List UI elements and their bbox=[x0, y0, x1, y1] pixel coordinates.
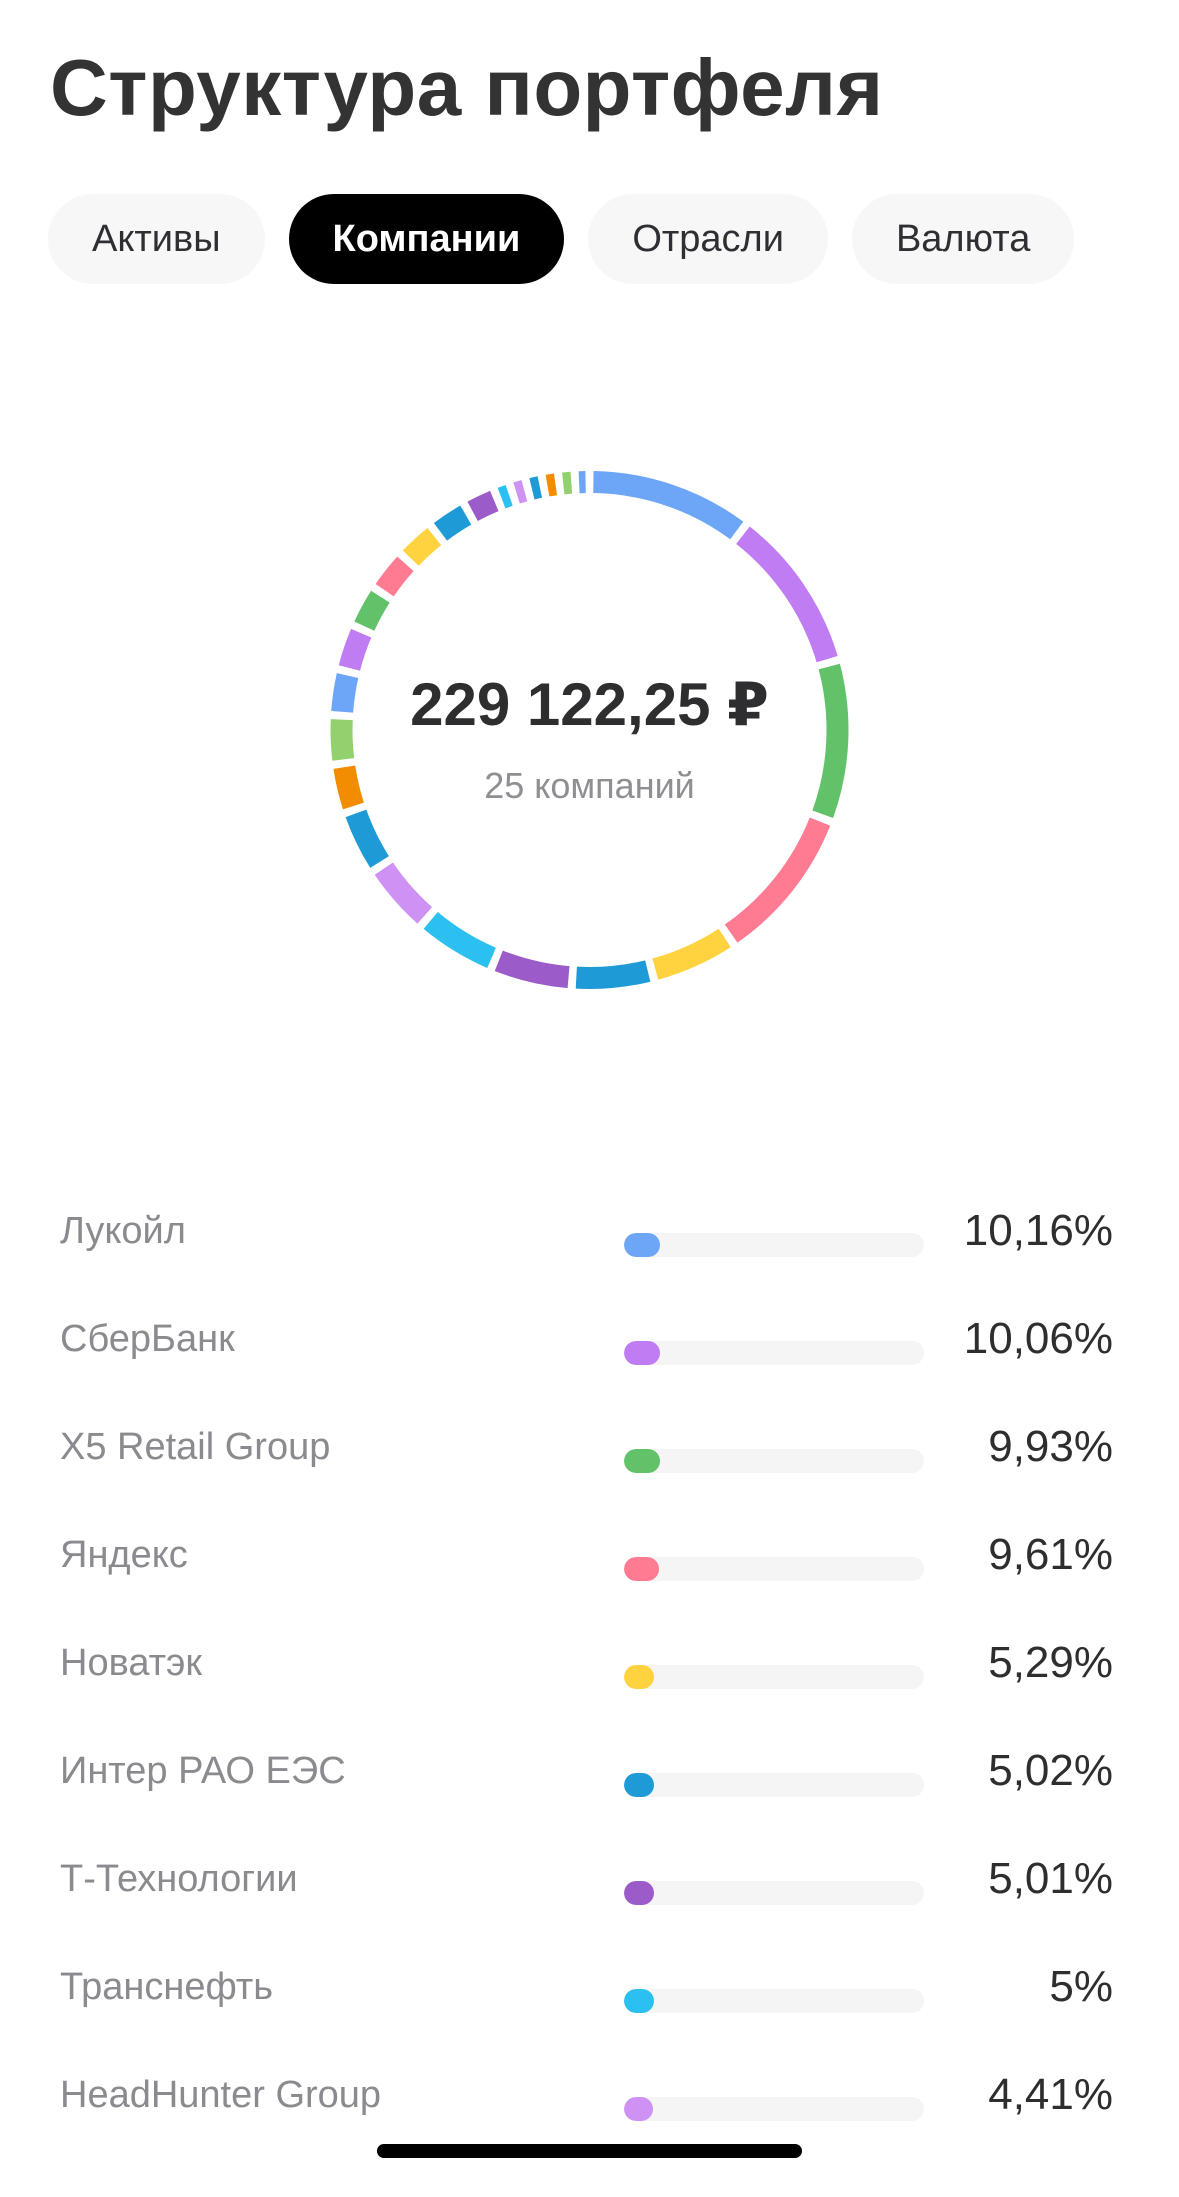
holding-row-inter-rao[interactable]: Интер РАО ЕЭС 5,02% bbox=[0, 1730, 1179, 1838]
donut-segment[interactable] bbox=[402, 527, 442, 566]
tab-companies[interactable]: Компании bbox=[288, 194, 565, 284]
donut-segment[interactable] bbox=[812, 663, 849, 819]
donut-segment[interactable] bbox=[513, 480, 528, 504]
holding-bar-track bbox=[624, 1773, 924, 1797]
holding-percent: 5,01% bbox=[988, 1854, 1113, 1903]
holding-row-yandex[interactable]: Яндекс 9,61% bbox=[0, 1514, 1179, 1622]
holding-bar-track bbox=[624, 1557, 924, 1581]
holding-percent: 5% bbox=[1049, 1962, 1113, 2011]
holding-bar-fill bbox=[624, 1449, 660, 1473]
donut-segment[interactable] bbox=[724, 817, 831, 943]
donut-segment[interactable] bbox=[575, 960, 651, 989]
donut-segment[interactable] bbox=[652, 928, 731, 980]
donut-segment[interactable] bbox=[433, 505, 472, 541]
holding-name: X5 Retail Group bbox=[60, 1426, 331, 1468]
tab-sectors[interactable]: Отрасли bbox=[588, 194, 828, 284]
home-indicator bbox=[377, 2144, 802, 2158]
holding-bar-track bbox=[624, 1233, 924, 1257]
holding-percent: 10,06% bbox=[963, 1314, 1113, 1363]
holding-bar-track bbox=[624, 1881, 924, 1905]
donut-segment[interactable] bbox=[333, 765, 364, 810]
holding-name: Транснефть bbox=[60, 1966, 274, 2008]
donut-segment[interactable] bbox=[374, 862, 433, 924]
donut-segment[interactable] bbox=[331, 673, 359, 713]
page-title: Структура портфеля bbox=[50, 43, 884, 132]
companies-count: 25 компаний bbox=[484, 765, 695, 806]
portfolio-total: 229 122,25 ₽ bbox=[410, 671, 769, 738]
donut-segment[interactable] bbox=[562, 471, 573, 495]
holding-bar-track bbox=[624, 2097, 924, 2121]
holding-name: Яндекс bbox=[60, 1534, 188, 1576]
holding-name: Интер РАО ЕЭС bbox=[60, 1750, 346, 1792]
holding-bar-fill bbox=[624, 1233, 660, 1257]
holding-row-transneft[interactable]: Транснефть 5% bbox=[0, 1946, 1179, 2054]
donut-segment[interactable] bbox=[467, 490, 499, 522]
holding-row-x5[interactable]: X5 Retail Group 9,93% bbox=[0, 1406, 1179, 1514]
holding-bar-track bbox=[624, 1449, 924, 1473]
holdings-list: Лукойл 10,16% СберБанк 10,06% X5 Retail … bbox=[0, 1190, 1179, 2162]
holding-name: Новатэк bbox=[60, 1642, 203, 1684]
holding-bar-fill bbox=[624, 2097, 654, 2121]
holding-bar-fill bbox=[624, 1989, 654, 2013]
holding-bar-fill bbox=[624, 1557, 660, 1581]
donut-segment[interactable] bbox=[354, 590, 390, 631]
donut-segment[interactable] bbox=[494, 950, 570, 989]
tab-currency[interactable]: Валюта bbox=[851, 194, 1075, 284]
holding-bar-track bbox=[624, 1341, 924, 1365]
donut-ring bbox=[330, 471, 849, 989]
donut-segment[interactable] bbox=[345, 809, 389, 868]
holding-bar-fill bbox=[624, 1665, 655, 1689]
holding-bar-track bbox=[624, 1665, 924, 1689]
donut-segment[interactable] bbox=[423, 911, 497, 968]
holding-row-t-technologies[interactable]: Т-Технологии 5,01% bbox=[0, 1838, 1179, 1946]
holding-percent: 5,29% bbox=[988, 1638, 1113, 1687]
donut-segment[interactable] bbox=[529, 476, 543, 500]
donut-segment[interactable] bbox=[497, 484, 513, 509]
holding-percent: 4,41% bbox=[988, 2070, 1113, 2119]
donut-segment[interactable] bbox=[593, 471, 744, 540]
holding-row-novatek[interactable]: Новатэк 5,29% bbox=[0, 1622, 1179, 1730]
holding-percent: 9,93% bbox=[988, 1422, 1113, 1471]
holding-percent: 9,61% bbox=[988, 1530, 1113, 1579]
holding-name: Лукойл bbox=[60, 1210, 186, 1252]
holding-name: СберБанк bbox=[60, 1318, 235, 1360]
donut-chart: 229 122,25 ₽ 25 компаний bbox=[0, 360, 1179, 1120]
donut-segment[interactable] bbox=[736, 526, 838, 663]
donut-segment[interactable] bbox=[330, 719, 355, 761]
holding-bar-fill bbox=[624, 1773, 654, 1797]
donut-segment[interactable] bbox=[545, 473, 558, 497]
holding-percent: 5,02% bbox=[988, 1746, 1113, 1795]
holding-name: Т-Технологии bbox=[60, 1858, 298, 1900]
donut-segment[interactable] bbox=[338, 628, 372, 671]
holding-percent: 10,16% bbox=[963, 1206, 1113, 1255]
holding-row-headhunter[interactable]: HeadHunter Group 4,41% bbox=[0, 2054, 1179, 2162]
holding-row-sberbank[interactable]: СберБанк 10,06% bbox=[0, 1298, 1179, 1406]
holding-bar-fill bbox=[624, 1881, 654, 1905]
holding-row-lukoil[interactable]: Лукойл 10,16% bbox=[0, 1190, 1179, 1298]
donut-segment[interactable] bbox=[375, 556, 414, 597]
tab-assets[interactable]: Активы bbox=[48, 194, 265, 284]
holding-bar-track bbox=[624, 1989, 924, 2013]
segment-tabs: Активы Компании Отрасли Валюта bbox=[48, 194, 1075, 284]
holding-name: HeadHunter Group bbox=[60, 2074, 382, 2116]
holding-bar-fill bbox=[624, 1341, 660, 1365]
